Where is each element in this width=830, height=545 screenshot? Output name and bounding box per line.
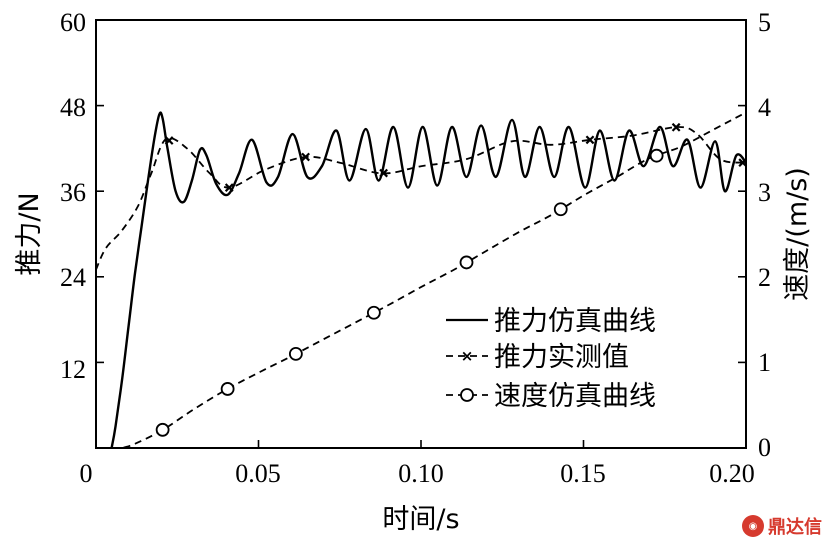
y-left-tick-label: 12 bbox=[60, 355, 86, 384]
data-point-circle bbox=[553, 202, 568, 217]
data-point-circle bbox=[288, 346, 303, 361]
y-left-tick-label: 48 bbox=[60, 93, 86, 122]
y-right-tick-label: 1 bbox=[758, 348, 771, 377]
data-point-x bbox=[585, 135, 595, 145]
x-tick-label: 0.05 bbox=[235, 459, 281, 488]
legend-label-speed-sim: 速度仿真曲线 bbox=[494, 381, 656, 412]
x-tick-label: 0 bbox=[80, 459, 93, 488]
data-point-circle bbox=[220, 382, 235, 396]
y-right-tick-label: 0 bbox=[758, 433, 771, 462]
series-line-1 bbox=[95, 126, 743, 271]
data-point-circle bbox=[366, 305, 381, 320]
data-point-x bbox=[301, 152, 311, 162]
x-tick-label: 0.15 bbox=[560, 459, 606, 488]
watermark-text: 鼎达信 bbox=[768, 517, 822, 538]
legend-marker-circle bbox=[460, 388, 474, 402]
x-tick-label: 0.10 bbox=[398, 459, 444, 488]
series-line-0 bbox=[110, 111, 747, 449]
data-point-circle bbox=[155, 422, 170, 437]
dingdaxin-logo-icon: ◉ bbox=[742, 515, 764, 537]
data-point-x bbox=[738, 158, 748, 168]
y-right-tick-label: 5 bbox=[758, 8, 771, 37]
axis-ticks bbox=[95, 19, 747, 449]
legend-label-thrust-sim: 推力仿真曲线 bbox=[494, 306, 656, 337]
data-point-x bbox=[164, 136, 174, 145]
data-point-x bbox=[379, 168, 389, 178]
legend-marker-x: × bbox=[461, 347, 474, 365]
watermark: ◉ 鼎达信 bbox=[742, 513, 822, 539]
data-point-x bbox=[224, 183, 234, 193]
y-right-axis-title: 速度/(m/s) bbox=[782, 167, 813, 301]
data-point-circle bbox=[649, 148, 664, 163]
data-point-x bbox=[671, 122, 681, 132]
y-right-tick-label: 3 bbox=[758, 178, 771, 207]
x-axis-title: 时间/s bbox=[382, 504, 459, 535]
y-left-tick-label: 60 bbox=[60, 8, 86, 37]
legend: × 推力仿真曲线 推力实测值 速度仿真曲线 bbox=[446, 306, 656, 412]
x-tick-label: 0.20 bbox=[709, 459, 755, 488]
legend-label-thrust-measured: 推力实测值 bbox=[494, 342, 629, 373]
data-point-circle bbox=[459, 255, 474, 270]
y-left-axis-title: 推力/N bbox=[14, 192, 45, 275]
y-left-tick-label: 36 bbox=[60, 178, 86, 207]
y-right-tick-label: 2 bbox=[758, 263, 771, 292]
series-line-2 bbox=[111, 111, 747, 449]
y-right-tick-label: 4 bbox=[758, 93, 771, 122]
series-layer bbox=[95, 111, 748, 449]
y-left-tick-label: 24 bbox=[60, 263, 86, 292]
